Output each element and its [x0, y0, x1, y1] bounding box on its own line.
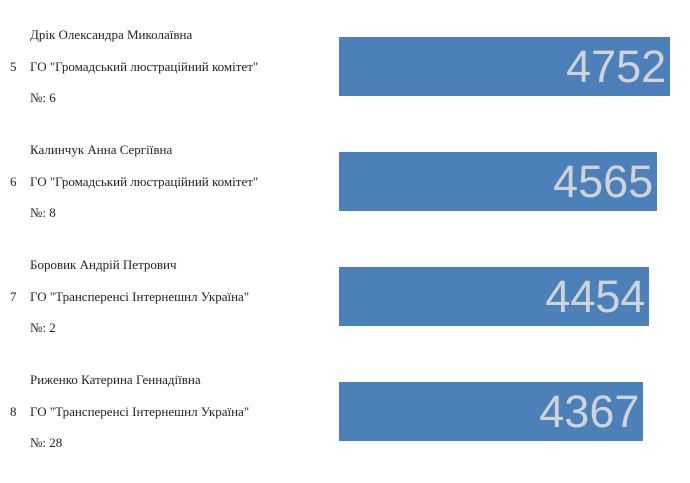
- vote-bar: 4367: [339, 382, 644, 441]
- rank: 7: [10, 289, 17, 304]
- vote-bar: 4565: [339, 152, 658, 211]
- vote-count: 4454: [545, 271, 646, 322]
- vote-bar: 4454: [339, 267, 650, 326]
- organization: ГО "Громадський люстраційний комітет": [30, 174, 259, 189]
- candidate-number: №: 28: [30, 435, 63, 450]
- organization: ГО "Трансперенсі Інтернешнл Україна": [30, 289, 250, 304]
- candidate-name: Дрік Олександра Миколаївна: [30, 27, 193, 42]
- vote-count: 4367: [539, 386, 640, 437]
- candidate-number: №: 6: [30, 90, 56, 105]
- vote-count: 4565: [553, 156, 654, 207]
- organization: ГО "Громадський люстраційний комітет": [30, 59, 259, 74]
- candidate-name: Калинчук Анна Сергіївна: [30, 142, 173, 157]
- candidate-number: №: 2: [30, 320, 56, 335]
- candidate-number: №: 8: [30, 205, 56, 220]
- organization: ГО "Трансперенсі Інтернешнл Україна": [30, 404, 250, 419]
- rank: 6: [10, 174, 17, 189]
- vote-count: 4752: [566, 41, 667, 92]
- rank: 5: [10, 59, 17, 74]
- rank: 8: [10, 404, 17, 419]
- candidate-name: Боровик Андрій Петрович: [30, 257, 177, 272]
- vote-bar: 4752: [339, 37, 671, 96]
- candidate-name: Риженко Катерина Геннадіївна: [30, 372, 201, 387]
